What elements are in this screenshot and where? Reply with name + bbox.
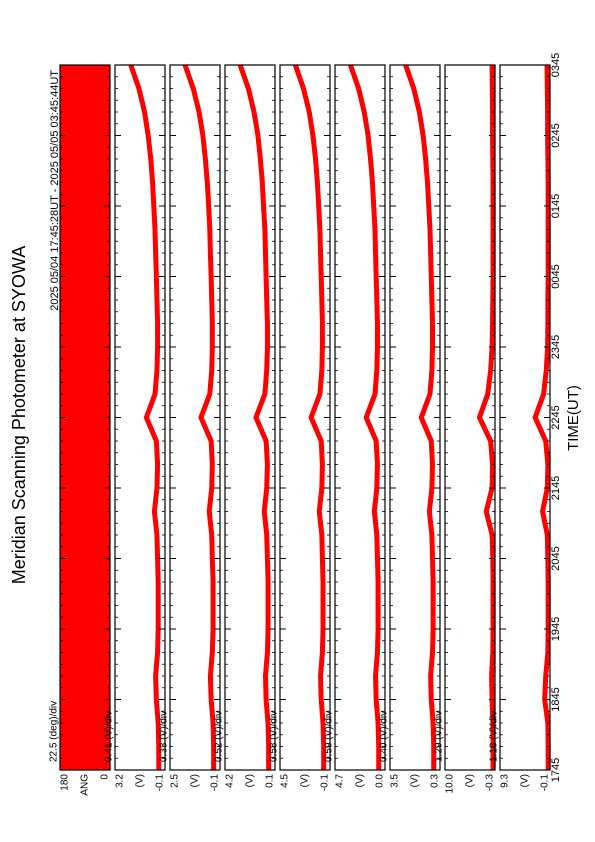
x-tick-label: 0345 — [550, 53, 562, 77]
data-line — [237, 64, 272, 770]
y-tick-label: 2.5 — [170, 774, 181, 788]
y-unit-label: (V) — [245, 774, 256, 787]
x-tick-label: 2245 — [550, 405, 562, 429]
x-tick-label: 2045 — [550, 546, 562, 570]
scale-label: 22.5 (deg)/div — [49, 701, 60, 762]
x-tick-label: 0045 — [550, 264, 562, 288]
x-tick-label: 1845 — [550, 687, 562, 711]
y-tick-label: -0.3 — [485, 774, 496, 792]
y-unit-label: ANG — [80, 774, 91, 796]
x-tick-label: 0145 — [550, 194, 562, 218]
scale-label: 0.52 (V)/div — [214, 711, 225, 762]
scale-label: 0.40 (V)/div — [379, 711, 390, 762]
data-line — [128, 64, 162, 770]
y-tick-label: 3.5 — [390, 774, 401, 788]
rotated-chart: Meridian Scanning Photometer at SYOWA 20… — [9, 53, 582, 796]
data-line — [403, 64, 437, 770]
y-tick-label: -0.1 — [155, 774, 166, 792]
y-tick-label: 4.7 — [335, 774, 346, 788]
scale-label: 0.58 (V)/div — [269, 711, 280, 762]
y-unit-label: (V) — [410, 774, 421, 787]
y-tick-label: 0 — [100, 774, 111, 780]
y-tick-label: 180 — [60, 774, 71, 791]
y-tick-label: 0.0 — [375, 774, 386, 788]
y-unit-label: (V) — [465, 774, 476, 787]
scale-label: 1.29 (V)/div — [434, 711, 445, 762]
data-area — [60, 65, 110, 770]
x-tick-label: 2345 — [550, 335, 562, 359]
x-tick-label: 1745 — [550, 758, 562, 782]
x-tick-label: 0245 — [550, 123, 562, 147]
data-line — [348, 64, 382, 770]
y-tick-label: 4.2 — [225, 774, 236, 788]
y-tick-label: -0.1 — [320, 774, 331, 792]
y-unit-label: (V) — [135, 774, 146, 787]
scale-label: 0.33 (V)/div — [159, 711, 170, 762]
y-unit-label: (V) — [300, 774, 311, 787]
chart-title: Meridian Scanning Photometer at SYOWA — [9, 246, 29, 585]
data-line — [182, 64, 217, 770]
y-unit-label: (V) — [355, 774, 366, 787]
chart-subtitle: 2025 05/04 17:45:28UT - 2025 05/05 03:45… — [49, 70, 61, 311]
data-line — [292, 64, 327, 770]
y-tick-label: 10.0 — [445, 774, 456, 794]
x-tick-label: 1945 — [550, 617, 562, 641]
scale-label: 1.18 (V)/div — [489, 711, 500, 762]
y-tick-label: 3.2 — [115, 774, 126, 788]
y-tick-label: 0.1 — [265, 774, 276, 788]
scale-label: 0.59 (V)/div — [324, 711, 335, 762]
x-axis-label: TIME(UT) — [565, 385, 582, 451]
y-tick-label: 4.5 — [280, 774, 291, 788]
x-tick-label: 2145 — [550, 476, 562, 500]
y-unit-label: (V) — [520, 774, 531, 787]
y-tick-label: 9.3 — [500, 774, 511, 788]
scale-label: 0.41 (V)/div — [104, 711, 115, 762]
y-tick-label: -0.1 — [540, 774, 551, 792]
y-tick-label: 0.3 — [430, 774, 441, 788]
y-tick-label: -0.1 — [210, 774, 221, 792]
y-unit-label: (V) — [190, 774, 201, 787]
